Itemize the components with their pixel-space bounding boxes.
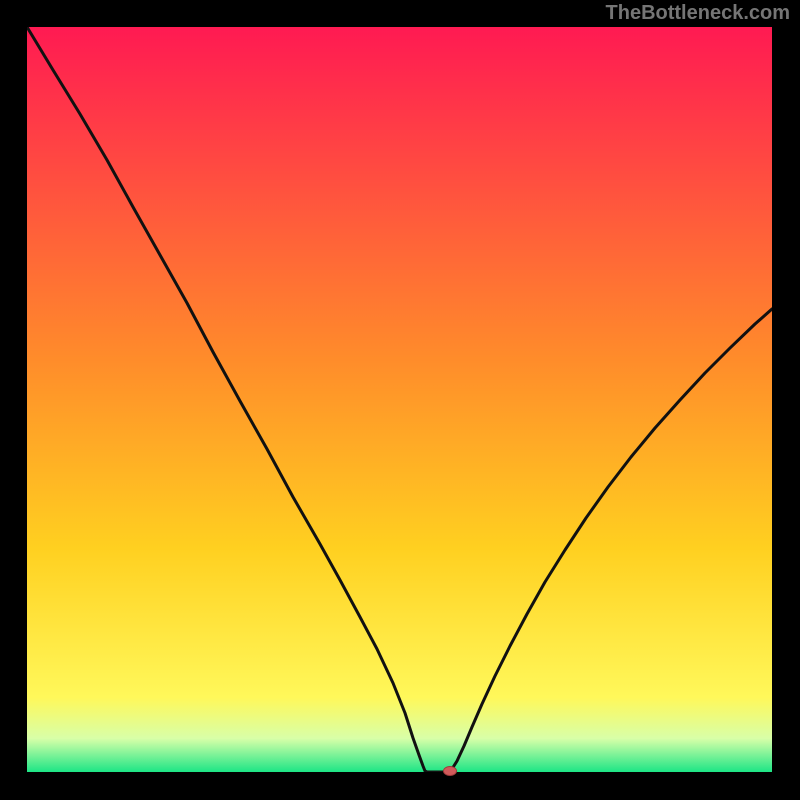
chart-container: TheBottleneck.com — [0, 0, 800, 800]
curve-path — [27, 27, 772, 772]
watermark-text: TheBottleneck.com — [606, 2, 790, 25]
plot-area — [27, 27, 772, 772]
minimum-marker — [443, 766, 457, 776]
bottleneck-curve — [27, 27, 772, 772]
